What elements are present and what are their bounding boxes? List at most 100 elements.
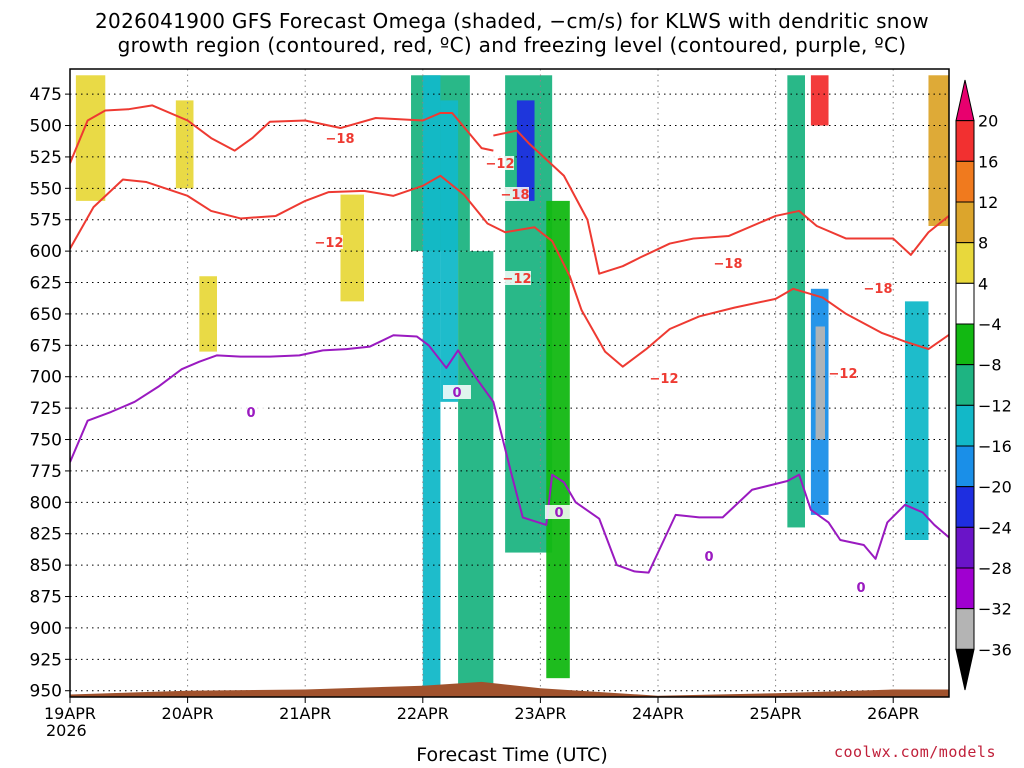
colorbar-label-1: 16 <box>978 152 998 171</box>
chart-title-line-2: growth region (contoured, red, ºC) and f… <box>117 33 907 57</box>
y-tick-label-550: 550 <box>30 179 62 199</box>
y-tick-label-475: 475 <box>30 85 62 105</box>
colorbar-label-11: −28 <box>978 559 1012 578</box>
contour-label-bg-5 <box>503 271 531 285</box>
omega-shade-12 <box>546 200 570 679</box>
colorbar-swatch-7 <box>955 364 975 406</box>
contour-label-8: −12 <box>486 157 515 172</box>
contour-label-bg-9 <box>237 405 265 419</box>
x-tick-label-26APR: 26APR <box>867 704 919 723</box>
colorbar-label-3: 8 <box>978 234 988 253</box>
omega-shade-8 <box>440 100 459 402</box>
colorbar-swatch-13 <box>955 608 975 650</box>
omega-shade-17 <box>815 326 825 440</box>
contour-label-bg-11 <box>545 505 573 519</box>
y-tick-label-900: 900 <box>30 619 62 639</box>
y-tick-label-775: 775 <box>30 462 62 482</box>
colorbar-label-13: −36 <box>978 640 1012 659</box>
colorbar-swatch-10 <box>955 486 975 528</box>
y-tick-label-500: 500 <box>30 117 62 137</box>
contour-line-1 <box>493 129 949 275</box>
contour-label-5: −12 <box>503 272 532 287</box>
omega-shade-15 <box>810 75 829 126</box>
x-tick-label-23APR: 23APR <box>514 704 566 723</box>
contour-label-13: 0 <box>856 581 865 596</box>
contour-label-bg-8 <box>486 156 514 170</box>
omega-shade-9 <box>458 251 494 691</box>
colorbar-swatch-1 <box>955 120 975 162</box>
colorbar-swatch-12 <box>955 567 975 610</box>
omega-shade-18 <box>904 301 929 540</box>
contour-label-bg-10 <box>443 385 471 399</box>
contour-label-bg-2 <box>714 256 742 270</box>
y-tick-label-675: 675 <box>30 336 62 356</box>
colorbar-swatch-5 <box>955 282 975 325</box>
omega-shade-4 <box>340 194 364 302</box>
y-tick-label-875: 875 <box>30 588 62 608</box>
contour-label-bg-13 <box>847 580 875 594</box>
colorbar-label-10: −24 <box>978 518 1012 537</box>
contour-label-9: 0 <box>246 406 255 421</box>
contour-line-0 <box>70 104 494 164</box>
colorbar-label-12: −32 <box>978 600 1012 619</box>
omega-shade-13 <box>763 301 782 427</box>
contour-label-2: −18 <box>714 257 743 272</box>
contour-label-bg-3 <box>864 281 892 295</box>
y-tick-label-525: 525 <box>30 148 62 168</box>
x-tick-label-25APR: 25APR <box>750 704 802 723</box>
y-tick-label-600: 600 <box>30 242 62 262</box>
contour-label-bg-12 <box>695 549 723 563</box>
colorbar-bottom-triangle <box>955 648 975 691</box>
omega-shade-14 <box>787 75 805 528</box>
credit-text[interactable]: coolwx.com/models <box>833 743 996 761</box>
colorbar-swatch-11 <box>955 526 975 569</box>
contour-label-7: −12 <box>829 367 858 382</box>
y-tick-label-750: 750 <box>30 431 62 451</box>
x-axis-year-label: 2026 <box>46 721 87 740</box>
x-tick-label-22APR: 22APR <box>397 704 449 723</box>
colorbar-label-6: −8 <box>978 356 1002 375</box>
colorbar-label-7: −12 <box>978 396 1012 415</box>
y-tick-label-700: 700 <box>30 368 62 388</box>
y-tick-label-625: 625 <box>30 274 62 294</box>
y-tick-label-800: 800 <box>30 493 62 513</box>
y-tick-label-575: 575 <box>30 211 62 231</box>
contour-label-10: 0 <box>452 386 461 401</box>
colorbar-top-triangle <box>955 79 975 122</box>
x-tick-label-19APR: 19APR <box>44 704 96 723</box>
colorbar-label-9: −20 <box>978 478 1012 497</box>
colorbar-label-5: −4 <box>978 315 1002 334</box>
colorbar-label-8: −16 <box>978 437 1012 456</box>
contour-line-2 <box>70 174 949 368</box>
y-tick-label-950: 950 <box>30 682 62 702</box>
y-tick-label-650: 650 <box>30 305 62 325</box>
contour-label-1: −18 <box>501 188 530 203</box>
y-tick-label-725: 725 <box>30 399 62 419</box>
contour-label-bg-4 <box>315 235 343 249</box>
colorbar-swatch-4 <box>955 242 975 284</box>
y-tick-label-925: 925 <box>30 650 62 670</box>
contour-label-4: −12 <box>315 236 344 251</box>
y-tick-label-825: 825 <box>30 525 62 545</box>
omega-shade-1 <box>175 100 194 189</box>
contour-line-3 <box>70 334 949 574</box>
y-tick-label-850: 850 <box>30 556 62 576</box>
colorbar-swatch-8 <box>955 404 975 447</box>
omega-shade-11 <box>516 100 535 201</box>
omega-shade-7 <box>422 75 441 691</box>
x-tick-label-24APR: 24APR <box>632 704 684 723</box>
contour-label-12: 0 <box>704 550 713 565</box>
x-tick-label-21APR: 21APR <box>279 704 331 723</box>
colorbar-label-4: 4 <box>978 274 988 293</box>
omega-shade-2 <box>197 94 223 258</box>
x-axis-title: Forecast Time (UTC) <box>416 744 608 766</box>
plot-frame <box>69 68 950 698</box>
contour-label-bg-1 <box>501 187 529 201</box>
contour-label-11: 0 <box>554 506 563 521</box>
contour-label-bg-6 <box>650 371 678 385</box>
colorbar-swatch-6 <box>955 323 975 366</box>
contour-label-6: −12 <box>650 372 679 387</box>
contour-label-bg-0 <box>326 131 354 145</box>
contour-label-0: −18 <box>326 132 355 147</box>
x-tick-label-20APR: 20APR <box>162 704 214 723</box>
